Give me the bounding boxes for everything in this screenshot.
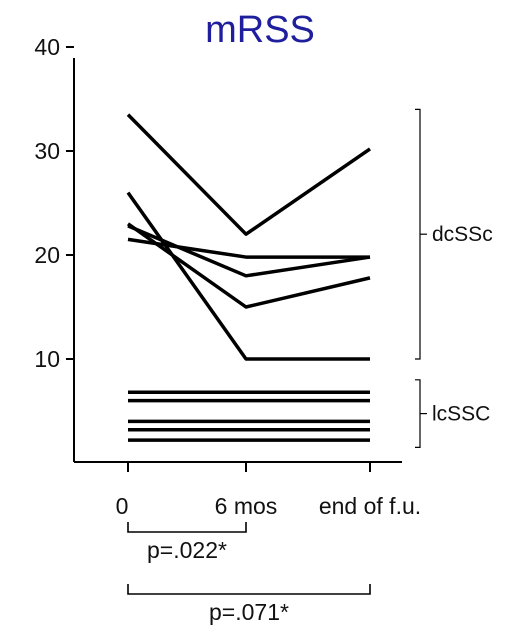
series-line bbox=[127, 224, 371, 278]
y-tick-label: 10 bbox=[34, 346, 60, 372]
p-value-label: p=.022* bbox=[147, 537, 227, 563]
y-tick-label: 20 bbox=[34, 242, 60, 268]
series-line bbox=[127, 237, 370, 259]
group-bracket bbox=[415, 379, 421, 448]
series-line bbox=[126, 113, 371, 236]
y-tick-label: 30 bbox=[34, 138, 60, 164]
comparison-bracket bbox=[127, 584, 371, 595]
series-line bbox=[126, 191, 370, 361]
chart-title: mRSS bbox=[205, 9, 315, 51]
comparison-bracket bbox=[127, 522, 247, 533]
comparison-brackets: p=.022* p=.071* bbox=[127, 522, 371, 625]
group-brackets: dcSSc lcSSC bbox=[415, 108, 493, 448]
group-label: dcSSc bbox=[432, 223, 493, 246]
y-tick-label: 40 bbox=[34, 34, 60, 60]
x-tick-label: 6 mos bbox=[215, 493, 278, 519]
axes: 10 20 30 40 0 6 mos end of f.u. bbox=[34, 34, 421, 519]
series-lines bbox=[126, 113, 371, 442]
p-value-label: p=.071* bbox=[209, 599, 289, 625]
group-bracket bbox=[415, 108, 421, 360]
series-line bbox=[126, 222, 371, 309]
x-tick-label: end of f.u. bbox=[319, 493, 421, 519]
group-label: lcSSC bbox=[432, 403, 490, 426]
x-tick-label: 0 bbox=[116, 493, 129, 519]
